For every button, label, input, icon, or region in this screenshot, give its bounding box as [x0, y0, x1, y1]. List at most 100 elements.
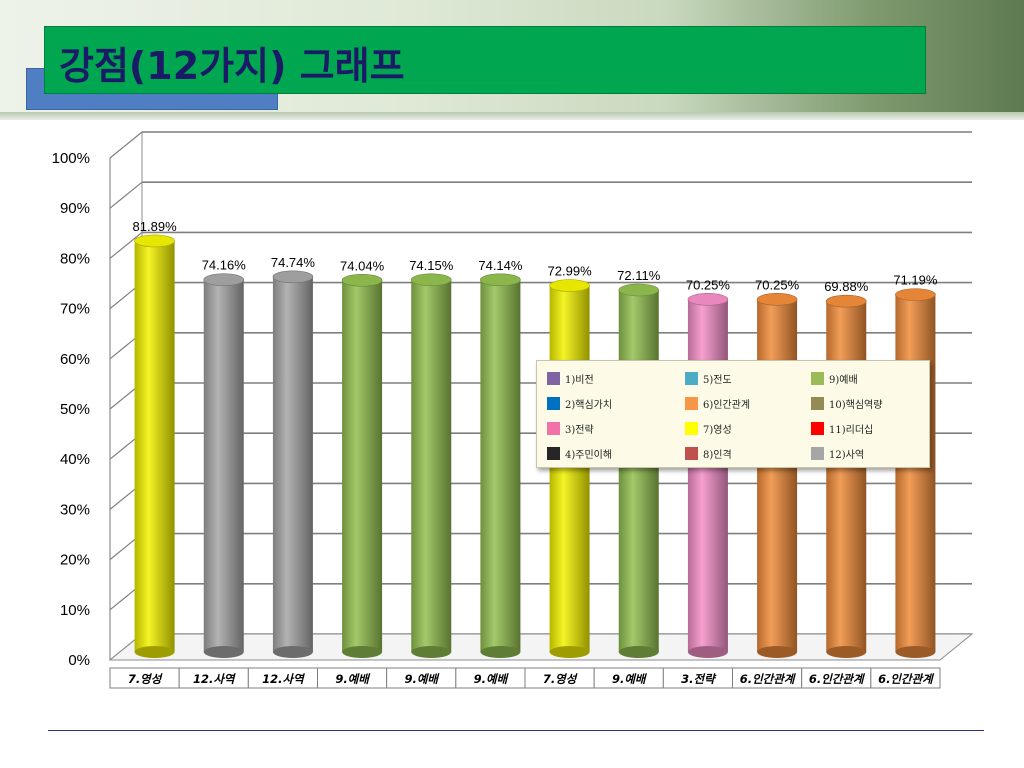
bar-4	[341, 274, 383, 658]
value-label: 72.11%	[617, 268, 661, 283]
y-tick-label: 50%	[60, 401, 90, 418]
bar-body	[411, 279, 452, 652]
x-tick-label: 9.예배	[335, 672, 371, 686]
legend-label: 5)전도	[703, 375, 732, 386]
x-tick-label: 9.예배	[612, 672, 648, 686]
value-label: 74.15%	[409, 258, 454, 273]
x-tick-label: 9.예배	[474, 672, 510, 686]
bar-body	[618, 290, 659, 652]
bar-5	[410, 273, 452, 658]
legend-label: 3)전략	[565, 425, 594, 436]
legend-item: 8)인격	[685, 446, 732, 461]
y-tick-label: 20%	[60, 552, 90, 569]
value-label: 74.14%	[478, 258, 523, 273]
legend-item: 6)인간관계	[685, 396, 750, 411]
legend-swatch	[811, 372, 824, 385]
legend-swatch	[547, 447, 560, 460]
bar-body	[549, 285, 590, 652]
legend-swatch	[685, 447, 698, 460]
legend-item: 5)전도	[685, 371, 732, 386]
bar-2	[203, 273, 245, 658]
legend-swatch	[685, 422, 698, 435]
y-tick-label: 80%	[60, 250, 90, 267]
gridline-diagonal	[109, 231, 143, 259]
value-label: 72.99%	[548, 264, 593, 279]
value-label: 69.88%	[824, 279, 869, 294]
bar-3	[272, 270, 314, 658]
legend-swatch	[811, 397, 824, 410]
chart-category-labels: 7.영성 12.사역 12.사역 9.예배 9.예배 9.예배 7.영성 9.예배 3.전략 6.…	[109, 667, 941, 689]
title-bar: 강점(12가지) 그래프	[44, 26, 926, 94]
bar-base	[342, 646, 383, 658]
legend-label: 11)리더십	[829, 425, 874, 436]
x-tick-label: 9.예배	[404, 672, 440, 686]
header-divider	[0, 112, 1024, 120]
bar-body	[134, 240, 175, 652]
bar-top	[687, 293, 729, 306]
bar-body	[757, 299, 798, 652]
chart-floor	[108, 633, 974, 661]
bar-base	[826, 646, 867, 658]
bar-top	[756, 293, 798, 306]
legend-item: 3)전략	[547, 421, 594, 436]
legend-item: 4)주민이해	[547, 446, 612, 461]
value-label: 70.25%	[755, 277, 800, 292]
value-label: 81.89%	[133, 219, 178, 234]
bar-9	[687, 293, 729, 658]
bar-6	[480, 273, 521, 658]
bar-12	[895, 288, 936, 658]
x-tick-label: 6.인간관계	[740, 672, 797, 686]
bar-base	[687, 646, 728, 658]
legend-item: 1)비전	[547, 371, 594, 386]
legend-swatch	[547, 397, 560, 410]
legend-item: 2)핵심가치	[547, 396, 612, 411]
x-tick-label: 12.사역	[193, 672, 236, 686]
x-tick-label: 7.영성	[128, 672, 163, 686]
legend-label: 7)영성	[703, 425, 732, 436]
value-label: 74.04%	[340, 258, 385, 273]
gridline-diagonal	[109, 131, 143, 159]
y-tick-label: 90%	[60, 200, 90, 217]
bar-body	[272, 276, 313, 652]
y-tick-label: 70%	[60, 301, 90, 318]
value-label: 74.74%	[271, 255, 316, 270]
bar-body	[342, 280, 383, 652]
bar-1	[134, 234, 175, 658]
bar-top	[134, 234, 175, 248]
chart-legend: 1)비전 5)전도 9)예배 2)핵심가치 6)인간관계 10)핵심역량 3)전략 7)영성 1…	[536, 360, 930, 468]
x-tick-label: 12.사역	[262, 672, 305, 686]
bar-8	[618, 283, 660, 658]
bar-top	[272, 270, 314, 284]
x-tick-label: 7.영성	[543, 672, 578, 686]
bar-body	[687, 299, 728, 652]
bar-body	[826, 301, 867, 652]
bar-top	[895, 288, 936, 301]
bar-base	[272, 646, 313, 658]
bar-top	[825, 294, 867, 308]
category-cell	[870, 667, 941, 689]
legend-item: 11)리더십	[811, 421, 873, 436]
y-tick-label: 30%	[60, 501, 90, 518]
y-tick-label: 10%	[60, 602, 90, 619]
legend-label: 12)사역	[829, 450, 865, 461]
legend-label: 6)인간관계	[703, 400, 751, 411]
bar-top	[618, 283, 660, 297]
y-tick-label: 60%	[60, 351, 90, 368]
bar-top	[203, 273, 245, 287]
chart-axis: 0% 10% 20% 30% 40% 50% 60% 70% 80% 90% 100%	[52, 132, 143, 669]
bar-10	[756, 293, 798, 658]
x-tick-label: 6.인간관계	[809, 672, 866, 686]
legend-item: 12)사역	[811, 446, 864, 461]
footer-divider	[48, 730, 984, 731]
y-tick-label: 40%	[60, 451, 90, 468]
legend-label: 8)인격	[703, 450, 732, 461]
legend-swatch	[685, 372, 698, 385]
bar-base	[134, 646, 175, 658]
y-tick-label: 100%	[52, 150, 90, 167]
gridline-diagonal	[109, 181, 143, 209]
legend-swatch	[685, 397, 698, 410]
bar-top	[480, 273, 521, 287]
bar-top	[410, 273, 452, 287]
bar-base	[203, 646, 244, 658]
